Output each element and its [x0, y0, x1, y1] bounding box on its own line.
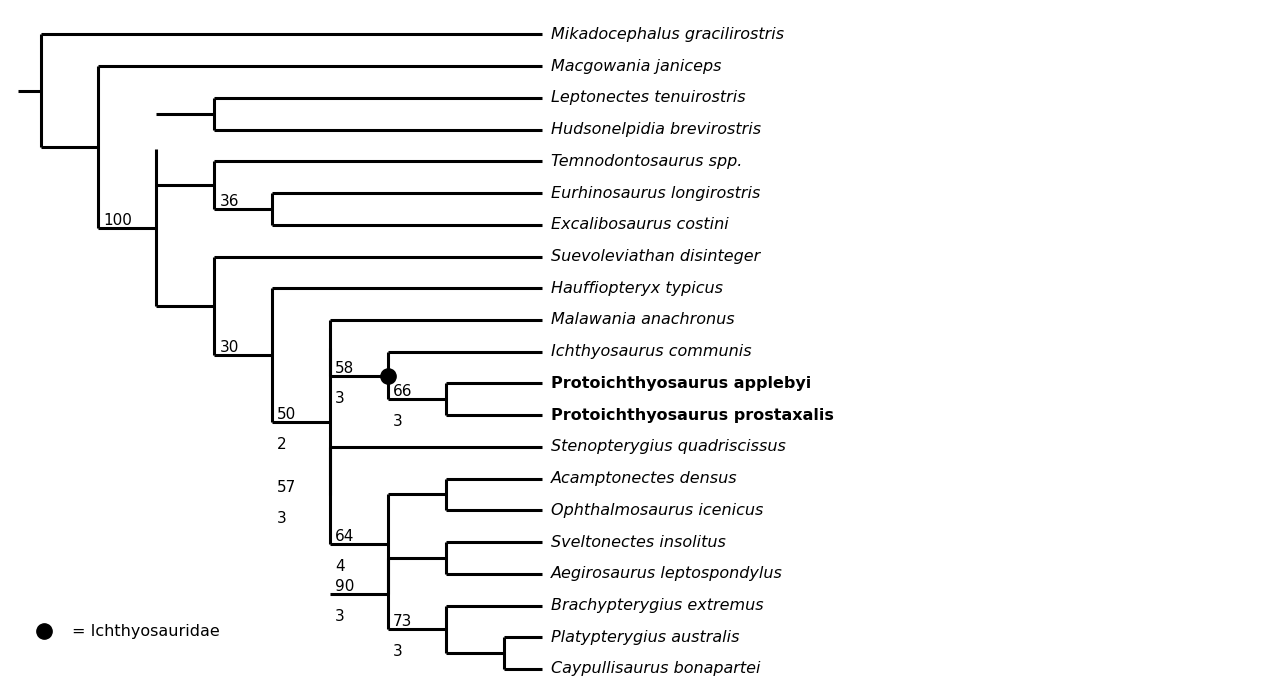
Text: 3: 3 [278, 510, 287, 526]
Text: 73: 73 [393, 615, 412, 629]
Text: 58: 58 [335, 360, 355, 375]
Text: Protoichthyosaurus applebyi: Protoichthyosaurus applebyi [550, 376, 811, 391]
Text: Brachypterygius extremus: Brachypterygius extremus [550, 598, 763, 613]
Text: Sveltonectes insolitus: Sveltonectes insolitus [550, 535, 726, 550]
Text: Macgowania janiceps: Macgowania janiceps [550, 59, 721, 74]
Text: 50: 50 [278, 407, 297, 421]
Text: 30: 30 [220, 340, 239, 355]
Text: Platypterygius australis: Platypterygius australis [550, 630, 739, 645]
Text: Ichthyosaurus communis: Ichthyosaurus communis [550, 344, 752, 359]
Text: Temnodontosaurus spp.: Temnodontosaurus spp. [550, 154, 741, 169]
Text: 66: 66 [393, 384, 412, 399]
Text: Hauffiopteryx typicus: Hauffiopteryx typicus [550, 281, 722, 296]
Text: Hudsonelpidia brevirostris: Hudsonelpidia brevirostris [550, 122, 761, 137]
Text: 3: 3 [335, 609, 344, 624]
Text: Mikadocephalus gracilirostris: Mikadocephalus gracilirostris [550, 27, 784, 42]
Text: Caypullisaurus bonapartei: Caypullisaurus bonapartei [550, 662, 759, 676]
Text: Aegirosaurus leptospondylus: Aegirosaurus leptospondylus [550, 566, 783, 581]
Text: Protoichthyosaurus prostaxalis: Protoichthyosaurus prostaxalis [550, 407, 834, 423]
Text: 57: 57 [278, 480, 297, 496]
Text: 3: 3 [335, 391, 344, 405]
Text: Suevoleviathan disinteger: Suevoleviathan disinteger [550, 249, 759, 264]
Text: = Ichthyosauridae: = Ichthyosauridae [72, 624, 220, 639]
Text: 3: 3 [393, 645, 403, 659]
Text: 64: 64 [335, 529, 355, 544]
Text: Ophthalmosaurus icenicus: Ophthalmosaurus icenicus [550, 503, 763, 518]
Text: Stenopterygius quadriscissus: Stenopterygius quadriscissus [550, 440, 785, 454]
Text: 3: 3 [393, 414, 403, 429]
Text: Excalibosaurus costini: Excalibosaurus costini [550, 217, 729, 232]
Text: Acamptonectes densus: Acamptonectes densus [550, 471, 738, 486]
Text: Leptonectes tenuirostris: Leptonectes tenuirostris [550, 90, 745, 106]
Text: Malawania anachronus: Malawania anachronus [550, 312, 734, 328]
Text: 100: 100 [104, 213, 132, 228]
Text: 2: 2 [278, 437, 287, 452]
Text: 36: 36 [220, 194, 239, 209]
Text: 4: 4 [335, 559, 344, 574]
Text: 90: 90 [335, 579, 355, 594]
Text: Eurhinosaurus longirostris: Eurhinosaurus longirostris [550, 186, 759, 201]
